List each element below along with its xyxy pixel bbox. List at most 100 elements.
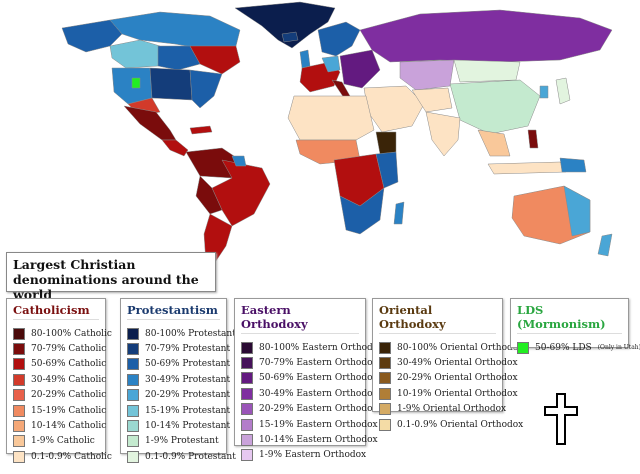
legend-item-label: 30-49% Eastern Orthodox bbox=[259, 388, 378, 399]
legend-item: 30-49% Eastern Orthodox bbox=[241, 386, 378, 401]
legend-oriental-orthodoxy: Oriental Orthodoxy 80-100% Oriental Ortho… bbox=[372, 298, 523, 431]
color-swatch bbox=[241, 418, 253, 431]
legend-item-label: 20-29% Catholic bbox=[31, 390, 107, 401]
legend-item-label: 50-69% Protestant bbox=[145, 359, 231, 370]
color-swatch bbox=[13, 404, 25, 417]
legend-item-label: 30-49% Protestant bbox=[145, 374, 231, 385]
legend-eastern-orthodoxy: Eastern Orthodoxy 80-100% Eastern Orthodo… bbox=[234, 298, 383, 462]
region-guyana bbox=[231, 155, 247, 167]
legend-item: 10-14% Protestant bbox=[127, 418, 230, 433]
legend-item: 80-100% Protestant bbox=[127, 326, 236, 341]
legend-item: 80-100% Oriental Orthodox bbox=[379, 340, 523, 355]
region-india bbox=[425, 111, 461, 157]
legend-item-label: 15-19% Eastern Orthodox bbox=[259, 419, 378, 430]
legend-item-label: 10-19% Oriental Orthodox bbox=[397, 388, 518, 399]
region-new-zealand bbox=[597, 233, 613, 257]
legend-item: 1-9% Protestant bbox=[127, 434, 220, 449]
region-canada-central bbox=[157, 45, 201, 71]
legend-item-label: 0.1-0.9% Oriental Orthodox bbox=[397, 419, 524, 430]
legend-item-label: 20-29% Protestant bbox=[145, 390, 231, 401]
color-swatch bbox=[127, 327, 139, 340]
color-swatch bbox=[13, 343, 25, 356]
region-scandinavia bbox=[317, 21, 361, 57]
region-ethiopia bbox=[375, 131, 397, 155]
region-utah bbox=[131, 77, 141, 89]
color-swatch bbox=[13, 420, 25, 433]
region-mexico bbox=[123, 105, 177, 141]
region-caribbean bbox=[189, 125, 213, 135]
legend-item-label: 50-69% LDS bbox=[535, 342, 592, 353]
color-swatch bbox=[127, 389, 139, 402]
legend-item-note: (Only in Utah) bbox=[597, 344, 640, 352]
legend-item-label: 20-29% Oriental Orthodox bbox=[397, 373, 518, 384]
legend-item-label: 10-14% Protestant bbox=[145, 421, 231, 432]
legend-catholicism: Catholicism 80-100% Catholic 70-79% Cathol… bbox=[6, 298, 112, 463]
region-north-africa bbox=[287, 95, 375, 141]
legend-item-label: 80-100% Oriental Orthodox bbox=[397, 342, 524, 353]
legend-item-label: 1-9% Catholic bbox=[31, 436, 95, 447]
legend-item: 30-49% Oriental Orthodox bbox=[379, 355, 518, 370]
legend-title: Catholicism bbox=[13, 303, 99, 320]
legend-item: 15-19% Eastern Orthodox bbox=[241, 417, 378, 432]
legend-item-label: 70-79% Catholic bbox=[31, 344, 107, 355]
region-usa-central bbox=[149, 67, 193, 101]
legend-item: 0.1-0.9% Protestant bbox=[127, 449, 236, 464]
legend-item: 50-69% Protestant bbox=[127, 357, 230, 372]
legend-item: 70-79% Eastern Orthodox bbox=[241, 355, 378, 370]
region-canada-west bbox=[109, 39, 161, 69]
region-china bbox=[449, 79, 541, 135]
legend-title: Oriental Orthodoxy bbox=[379, 303, 496, 334]
region-eastern-europe bbox=[339, 49, 381, 89]
color-swatch bbox=[241, 434, 253, 447]
legend-item-label: 15-19% Protestant bbox=[145, 405, 231, 416]
region-indonesia bbox=[487, 161, 567, 175]
color-swatch bbox=[517, 341, 529, 354]
region-germany bbox=[321, 55, 341, 73]
legend-item-label: 0.1-0.9% Protestant bbox=[145, 451, 236, 462]
latin-cross-icon bbox=[544, 393, 578, 445]
color-swatch bbox=[127, 358, 139, 371]
region-se-asia bbox=[477, 129, 511, 157]
legend-item-label: 50-69% Eastern Orthodox bbox=[259, 373, 378, 384]
color-swatch bbox=[127, 343, 139, 356]
legend-title: LDS (Mormonism) bbox=[517, 303, 622, 334]
legend-item-label: 1-9% Protestant bbox=[145, 436, 219, 447]
legend-item: 1-9% Catholic bbox=[13, 434, 99, 449]
color-swatch bbox=[127, 373, 139, 386]
color-swatch bbox=[13, 327, 25, 340]
region-uk bbox=[299, 49, 311, 69]
legend-item: 10-14% Catholic bbox=[13, 418, 106, 433]
legend-item-label: 1-9% Eastern Orthodox bbox=[259, 450, 367, 461]
color-swatch bbox=[241, 403, 253, 416]
legend-item-label: 15-19% Catholic bbox=[31, 405, 107, 416]
color-swatch bbox=[379, 387, 391, 400]
legend-item: 0.1-0.9% Catholic bbox=[13, 449, 112, 464]
color-swatch bbox=[379, 418, 391, 431]
legend-item: 50-69% Catholic bbox=[13, 357, 106, 372]
region-madagascar bbox=[393, 201, 405, 225]
legend-item-label: 70-79% Eastern Orthodox bbox=[259, 358, 378, 369]
region-central-america bbox=[161, 139, 189, 157]
region-greenland bbox=[234, 1, 336, 49]
color-swatch bbox=[241, 387, 253, 400]
legend-item-label: 10-14% Eastern Orthodox bbox=[259, 435, 378, 446]
legend-item-label: 1-9% Oriental Orthodox bbox=[397, 404, 507, 415]
legend-item-label: 80-100% Catholic bbox=[31, 328, 112, 339]
legend-item: 80-100% Eastern Orthodox bbox=[241, 340, 383, 355]
world-map bbox=[61, 1, 613, 265]
region-iceland bbox=[281, 31, 299, 43]
legend-item: 80-100% Catholic bbox=[13, 326, 112, 341]
region-kazakhstan bbox=[399, 59, 455, 91]
color-swatch bbox=[241, 449, 253, 462]
legend-item: 0.1-0.9% Oriental Orthodox bbox=[379, 417, 523, 432]
region-peru-bolivia bbox=[195, 175, 223, 215]
color-swatch bbox=[379, 403, 391, 416]
legend-item-label: 70-79% Protestant bbox=[145, 344, 231, 355]
legend-item: 20-29% Catholic bbox=[13, 388, 106, 403]
legend-item: 20-29% Eastern Orthodox bbox=[241, 402, 378, 417]
color-swatch bbox=[241, 357, 253, 370]
legend-item-label: 0.1-0.9% Catholic bbox=[31, 451, 112, 462]
map-title-box: Largest Christian denominations around t… bbox=[6, 252, 216, 302]
color-swatch bbox=[127, 404, 139, 417]
legend-item: 70-79% Catholic bbox=[13, 341, 106, 356]
